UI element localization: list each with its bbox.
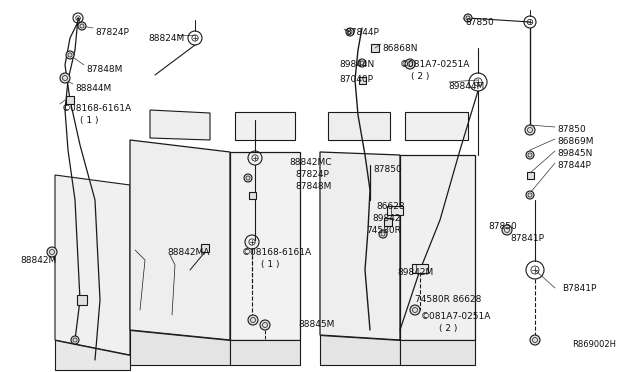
- Text: 87841P: 87841P: [510, 234, 544, 243]
- Text: 87850: 87850: [488, 222, 516, 231]
- Text: 87848M: 87848M: [86, 65, 122, 74]
- Circle shape: [244, 174, 252, 182]
- Circle shape: [502, 225, 512, 235]
- Text: 88842M: 88842M: [20, 256, 56, 265]
- Circle shape: [405, 59, 415, 69]
- Text: 88824M: 88824M: [148, 34, 184, 43]
- Text: 88842MA: 88842MA: [167, 248, 209, 257]
- Circle shape: [248, 315, 258, 325]
- Polygon shape: [400, 340, 475, 365]
- Polygon shape: [320, 152, 400, 340]
- Text: 86868N: 86868N: [382, 44, 417, 53]
- Circle shape: [464, 14, 472, 22]
- Polygon shape: [150, 110, 210, 140]
- Text: 87824P: 87824P: [295, 170, 329, 179]
- Polygon shape: [400, 155, 475, 340]
- Text: 87844P: 87844P: [557, 161, 591, 170]
- Polygon shape: [130, 140, 230, 340]
- Circle shape: [379, 230, 387, 238]
- Text: ( 1 ): ( 1 ): [80, 116, 99, 125]
- Text: ©081A7-0251A: ©081A7-0251A: [421, 312, 492, 321]
- Text: 74580R: 74580R: [366, 226, 401, 235]
- Polygon shape: [328, 112, 390, 140]
- Bar: [384, 218, 392, 226]
- Circle shape: [525, 125, 535, 135]
- Text: 87040P: 87040P: [339, 75, 373, 84]
- Circle shape: [530, 335, 540, 345]
- Bar: [201, 244, 209, 252]
- Text: 87850: 87850: [465, 18, 493, 27]
- Text: 87848M: 87848M: [295, 182, 332, 191]
- Polygon shape: [235, 112, 295, 140]
- Circle shape: [66, 51, 74, 59]
- Circle shape: [526, 151, 534, 159]
- Text: 88844M: 88844M: [75, 84, 111, 93]
- Text: R869002H: R869002H: [572, 340, 616, 349]
- Text: 89844N: 89844N: [339, 60, 374, 69]
- Text: 88842MC: 88842MC: [289, 158, 332, 167]
- Polygon shape: [320, 335, 400, 365]
- Polygon shape: [55, 340, 130, 370]
- Circle shape: [78, 22, 86, 30]
- Circle shape: [526, 191, 534, 199]
- Text: 87824P: 87824P: [95, 28, 129, 37]
- Text: ( 1 ): ( 1 ): [261, 260, 280, 269]
- Text: ©081A7-0251A: ©081A7-0251A: [400, 60, 470, 69]
- Text: ( 2 ): ( 2 ): [411, 72, 429, 81]
- Polygon shape: [130, 330, 230, 365]
- Circle shape: [410, 305, 420, 315]
- Text: 87850: 87850: [557, 125, 586, 134]
- Text: ©08168-6161A: ©08168-6161A: [62, 104, 132, 113]
- Bar: [387, 205, 403, 215]
- Circle shape: [71, 336, 79, 344]
- Text: ©08168-6161A: ©08168-6161A: [242, 248, 312, 257]
- Circle shape: [260, 320, 270, 330]
- Circle shape: [47, 247, 57, 257]
- Polygon shape: [405, 112, 468, 140]
- Text: 89842: 89842: [372, 214, 401, 223]
- Polygon shape: [230, 340, 300, 365]
- Text: 88845M: 88845M: [298, 320, 334, 329]
- Text: 89845N: 89845N: [557, 149, 593, 158]
- Circle shape: [60, 73, 70, 83]
- Polygon shape: [55, 175, 130, 355]
- Text: 89844M: 89844M: [448, 82, 484, 91]
- Polygon shape: [230, 152, 300, 340]
- Text: 86628: 86628: [376, 202, 404, 211]
- Text: 87844P: 87844P: [345, 28, 379, 37]
- Bar: [527, 171, 534, 179]
- Circle shape: [358, 59, 366, 67]
- Text: B7841P: B7841P: [562, 284, 596, 293]
- Text: 89842M: 89842M: [397, 268, 433, 277]
- Text: 86869M: 86869M: [557, 137, 593, 146]
- Text: 87850: 87850: [373, 165, 402, 174]
- Bar: [371, 44, 379, 52]
- Bar: [77, 295, 87, 305]
- Circle shape: [346, 28, 354, 36]
- Bar: [66, 96, 74, 104]
- Text: 74580R 86628: 74580R 86628: [415, 295, 481, 304]
- Bar: [358, 77, 365, 83]
- Bar: [412, 263, 428, 273]
- Text: ( 2 ): ( 2 ): [439, 324, 458, 333]
- Bar: [248, 192, 255, 199]
